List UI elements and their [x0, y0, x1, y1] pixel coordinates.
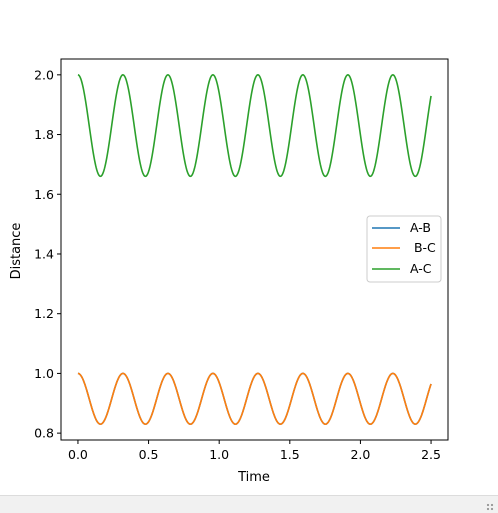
y-tick-label: 2.0	[34, 67, 54, 82]
x-tick-label: 0.0	[68, 447, 88, 462]
legend: A-B B-C A-C	[366, 215, 442, 283]
series-line-a-b	[77, 372, 432, 425]
series-line-a-c	[77, 73, 432, 178]
y-tick-label: 1.2	[34, 306, 54, 321]
y-tick-label: 1.8	[34, 127, 54, 142]
y-axis-label: Distance	[9, 223, 24, 280]
series-line-b-c	[77, 372, 432, 425]
y-tick-label: 1.0	[34, 366, 54, 381]
x-tick-label: 0.5	[139, 447, 159, 462]
legend-label-bc: B-C	[410, 240, 436, 255]
status-bar	[0, 495, 498, 513]
distance-chart: 0.0 0.5 1.0 1.5 2.0 2.5 0.8 1.0 1.2 1.4 1.6 1.8 2.0…	[9, 58, 449, 485]
y-tick-label: 1.6	[34, 187, 54, 202]
plot-frame	[60, 58, 449, 441]
y-tick-label: 0.8	[34, 426, 54, 441]
y-axis-ticks: 0.8 1.0 1.2 1.4 1.6 1.8 2.0	[34, 67, 61, 441]
legend-box	[366, 215, 442, 283]
y-tick-label: 1.4	[34, 246, 54, 261]
x-tick-label: 1.5	[280, 447, 300, 462]
x-axis-ticks: 0.0 0.5 1.0 1.5 2.0 2.5	[68, 440, 441, 462]
plot-lines	[77, 73, 432, 425]
x-axis-label: Time	[237, 470, 270, 485]
x-tick-label: 2.5	[421, 447, 441, 462]
legend-label-ab: A-B	[410, 220, 431, 235]
x-tick-label: 2.0	[350, 447, 370, 462]
resize-grip-icon[interactable]	[486, 503, 494, 511]
legend-label-ac: A-C	[410, 261, 432, 276]
x-tick-label: 1.0	[209, 447, 229, 462]
